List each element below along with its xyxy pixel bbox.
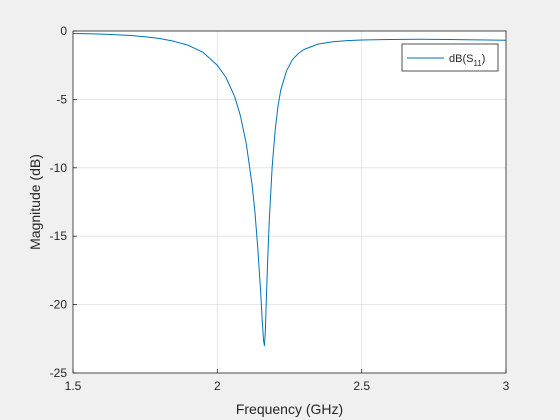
x-tick-label: 2.5 — [353, 379, 370, 393]
plot-frame — [72, 30, 507, 374]
y-tick-label: -10 — [50, 161, 68, 175]
legend-entry: dB(S11) — [449, 53, 485, 68]
x-tick-label: 3 — [503, 379, 510, 393]
legend: dB(S11) — [401, 43, 499, 72]
y-tick-label: -15 — [50, 229, 68, 243]
y-tick-label: -25 — [50, 366, 68, 380]
x-tick-label: 1.5 — [65, 379, 82, 393]
y-tick-label: -5 — [56, 92, 67, 106]
series-line-s11 — [72, 33, 507, 347]
y-axis-label: Magnitude (dB) — [27, 154, 43, 250]
y-tick-label: -20 — [50, 298, 68, 312]
ticks: 1.5 2 2.5 3 0 -5 -10 -15 -20 -25 — [50, 24, 510, 393]
series-layer — [72, 33, 507, 347]
y-tick-label: 0 — [60, 24, 67, 38]
x-axis-label: Frequency (GHz) — [236, 401, 343, 417]
plot-area — [73, 31, 506, 373]
x-tick-label: 2 — [214, 379, 221, 393]
